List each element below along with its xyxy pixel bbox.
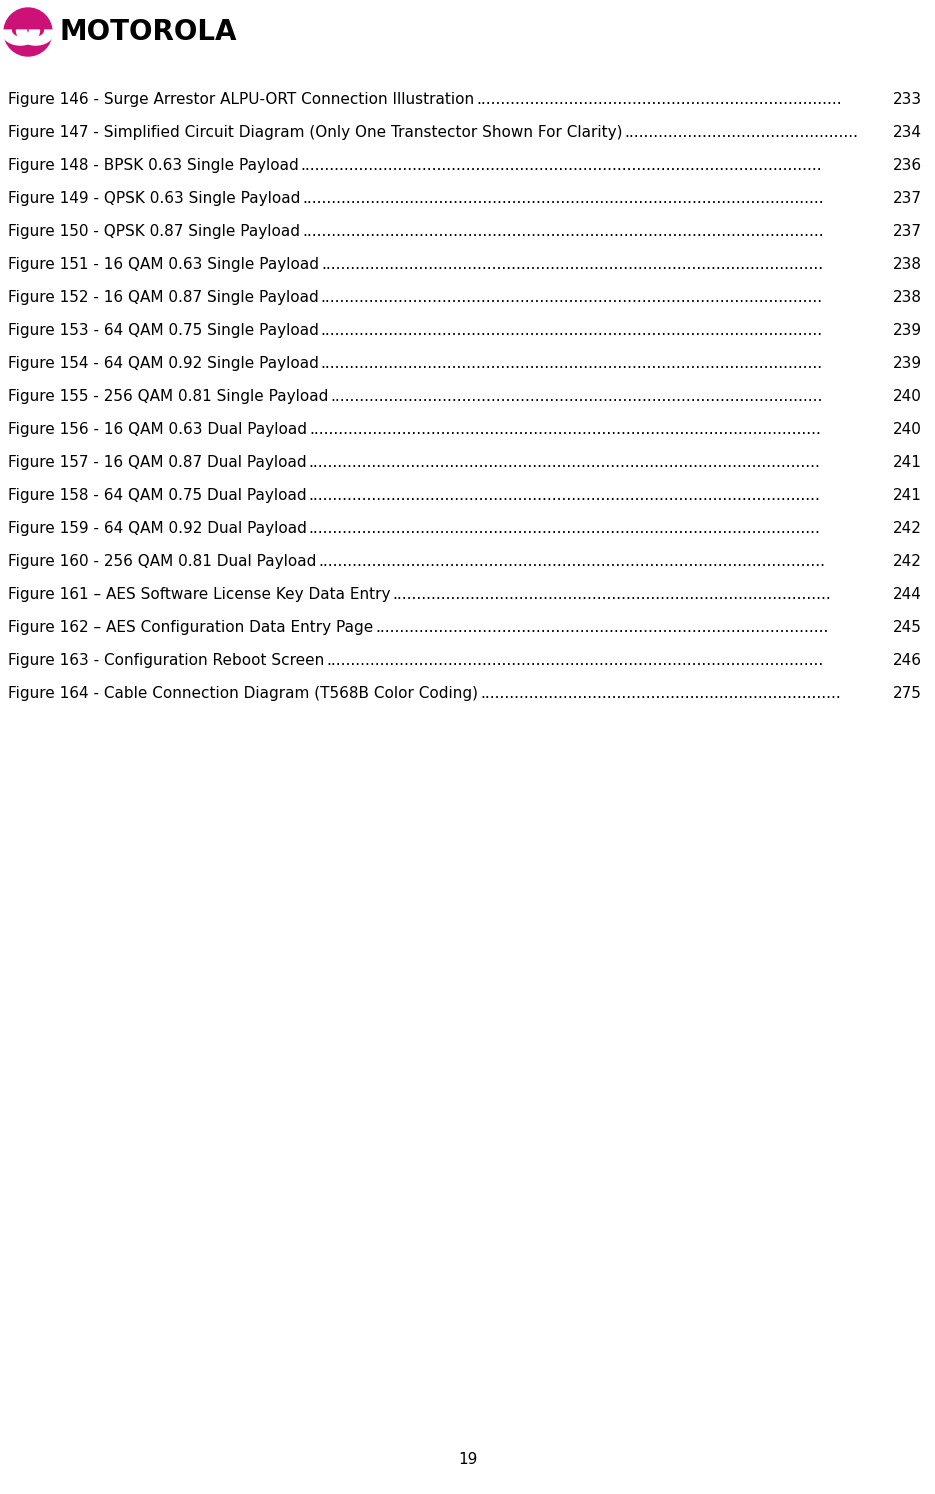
Text: ................................................................................: ........................................… bbox=[321, 356, 823, 371]
Text: 19: 19 bbox=[458, 1452, 477, 1467]
Text: ...........................................................................: ........................................… bbox=[476, 93, 842, 108]
Text: ................................................................................: ........................................… bbox=[393, 587, 831, 602]
Text: 241: 241 bbox=[893, 456, 922, 471]
Text: ................................................................................: ........................................… bbox=[326, 653, 824, 668]
Text: Figure 153 - 64 QAM 0.75 Single Payload: Figure 153 - 64 QAM 0.75 Single Payload bbox=[8, 323, 319, 338]
Polygon shape bbox=[1, 30, 39, 45]
Text: Figure 157 - 16 QAM 0.87 Dual Payload: Figure 157 - 16 QAM 0.87 Dual Payload bbox=[8, 456, 307, 471]
Text: Figure 147 - Simplified Circuit Diagram (Only One Transtector Shown For Clarity): Figure 147 - Simplified Circuit Diagram … bbox=[8, 125, 623, 140]
Text: ................................................................................: ........................................… bbox=[309, 421, 821, 438]
Text: 233: 233 bbox=[893, 93, 922, 108]
Text: Figure 150 - QPSK 0.87 Single Payload: Figure 150 - QPSK 0.87 Single Payload bbox=[8, 224, 300, 239]
Text: Figure 152 - 16 QAM 0.87 Single Payload: Figure 152 - 16 QAM 0.87 Single Payload bbox=[8, 290, 319, 305]
Text: Figure 160 - 256 QAM 0.81 Dual Payload: Figure 160 - 256 QAM 0.81 Dual Payload bbox=[8, 554, 316, 569]
Text: ................................................................................: ........................................… bbox=[302, 191, 824, 206]
Text: 244: 244 bbox=[893, 587, 922, 602]
Text: 236: 236 bbox=[893, 158, 922, 173]
Text: 238: 238 bbox=[893, 257, 922, 272]
Text: Figure 158 - 64 QAM 0.75 Dual Payload: Figure 158 - 64 QAM 0.75 Dual Payload bbox=[8, 489, 307, 503]
Text: Figure 148 - BPSK 0.63 Single Payload: Figure 148 - BPSK 0.63 Single Payload bbox=[8, 158, 299, 173]
Text: Figure 155 - 256 QAM 0.81 Single Payload: Figure 155 - 256 QAM 0.81 Single Payload bbox=[8, 388, 328, 403]
Text: ................................................................................: ........................................… bbox=[309, 456, 821, 471]
Text: Figure 159 - 64 QAM 0.92 Dual Payload: Figure 159 - 64 QAM 0.92 Dual Payload bbox=[8, 521, 307, 536]
Text: 246: 246 bbox=[893, 653, 922, 668]
Text: ..........................................................................: ........................................… bbox=[480, 686, 841, 701]
Text: ................................................................................: ........................................… bbox=[301, 158, 823, 173]
Text: MOTOROLA: MOTOROLA bbox=[60, 18, 237, 46]
Ellipse shape bbox=[4, 7, 52, 55]
Text: Figure 154 - 64 QAM 0.92 Single Payload: Figure 154 - 64 QAM 0.92 Single Payload bbox=[8, 356, 319, 371]
Text: Figure 151 - 16 QAM 0.63 Single Payload: Figure 151 - 16 QAM 0.63 Single Payload bbox=[8, 257, 319, 272]
Text: Figure 146 - Surge Arrestor ALPU-ORT Connection Illustration: Figure 146 - Surge Arrestor ALPU-ORT Con… bbox=[8, 93, 474, 108]
Polygon shape bbox=[17, 30, 55, 45]
Text: 242: 242 bbox=[893, 521, 922, 536]
Text: Figure 149 - QPSK 0.63 Single Payload: Figure 149 - QPSK 0.63 Single Payload bbox=[8, 191, 300, 206]
Text: Figure 164 - Cable Connection Diagram (T568B Color Coding): Figure 164 - Cable Connection Diagram (T… bbox=[8, 686, 478, 701]
Text: Figure 156 - 16 QAM 0.63 Dual Payload: Figure 156 - 16 QAM 0.63 Dual Payload bbox=[8, 421, 307, 438]
Text: ................................................................................: ........................................… bbox=[321, 323, 823, 338]
Text: ................................................................................: ........................................… bbox=[321, 290, 823, 305]
Text: ................................................................................: ........................................… bbox=[321, 257, 823, 272]
Text: Figure 162 – AES Configuration Data Entry Page: Figure 162 – AES Configuration Data Entr… bbox=[8, 620, 373, 635]
Text: 239: 239 bbox=[893, 356, 922, 371]
Text: 237: 237 bbox=[893, 224, 922, 239]
Text: 242: 242 bbox=[893, 554, 922, 569]
Text: ................................................................................: ........................................… bbox=[375, 620, 828, 635]
Text: 237: 237 bbox=[893, 191, 922, 206]
Text: ................................................: ........................................… bbox=[625, 125, 858, 140]
Text: ................................................................................: ........................................… bbox=[309, 489, 821, 503]
Text: 240: 240 bbox=[893, 388, 922, 403]
Text: Figure 161 – AES Software License Key Data Entry: Figure 161 – AES Software License Key Da… bbox=[8, 587, 391, 602]
Text: 275: 275 bbox=[893, 686, 922, 701]
Text: ................................................................................: ........................................… bbox=[302, 224, 824, 239]
Text: ................................................................................: ........................................… bbox=[319, 554, 826, 569]
Text: Figure 163 - Configuration Reboot Screen: Figure 163 - Configuration Reboot Screen bbox=[8, 653, 324, 668]
Text: 245: 245 bbox=[893, 620, 922, 635]
Text: 239: 239 bbox=[893, 323, 922, 338]
Text: 234: 234 bbox=[893, 125, 922, 140]
Text: 238: 238 bbox=[893, 290, 922, 305]
Text: 241: 241 bbox=[893, 489, 922, 503]
Text: 240: 240 bbox=[893, 421, 922, 438]
Text: ................................................................................: ........................................… bbox=[330, 388, 823, 403]
Text: ................................................................................: ........................................… bbox=[309, 521, 821, 536]
